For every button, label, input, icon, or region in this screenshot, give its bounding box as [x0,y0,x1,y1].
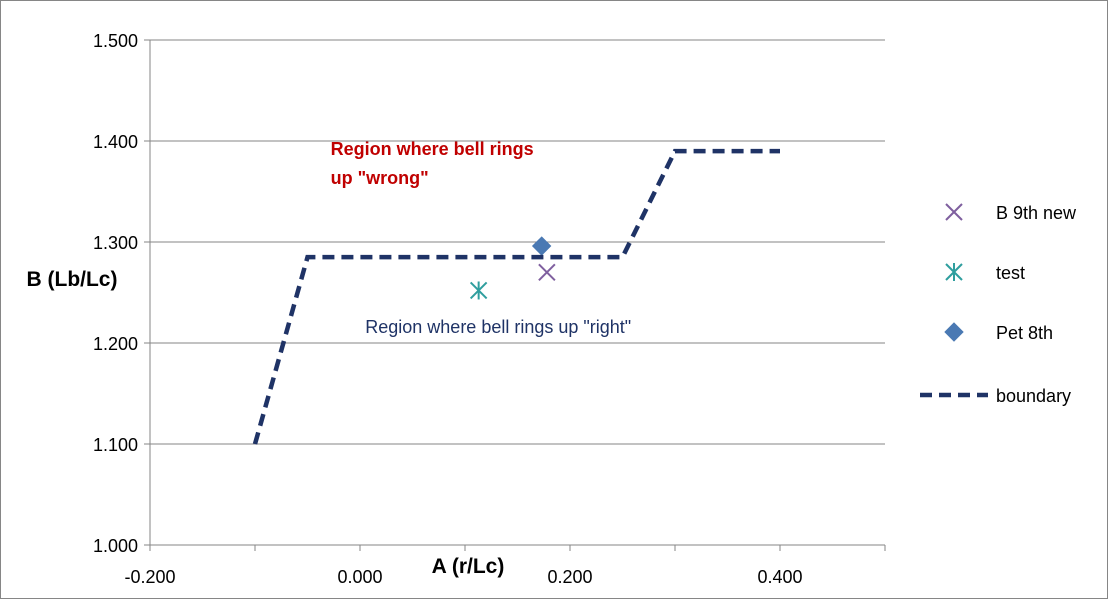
legend: B 9th new test Pet 8th boundary [920,203,1077,406]
data-point-x [538,263,556,282]
x-tick-label: -0.200 [124,567,175,587]
y-tick-label: 1.400 [93,132,138,152]
marker-stroke [945,203,963,221]
y-axis-title: B (Lb/Lc) [27,268,118,291]
legend-label: boundary [996,386,1071,406]
annotation-text: up "wrong" [331,168,429,188]
x-tick-label: 0.000 [337,567,382,587]
x-axis-title: A (r/Lc) [432,555,505,578]
marker-stroke [538,263,556,282]
annotation-text: Region where bell rings up "right" [365,317,631,337]
legend-label: test [996,263,1025,283]
plot-series [252,148,780,445]
annotations: Region where bell rings up "wrong" Region … [331,139,632,337]
x-tick-label: 0.200 [547,567,592,587]
tick-labels: 1.000 1.100 1.200 1.300 1.400 1.500 -0.200 0.00… [93,31,803,587]
axes [144,39,886,551]
legend-swatch-asterisk [945,263,963,281]
y-tick-label: 1.300 [93,233,138,253]
legend-swatch-diamond [944,322,964,342]
y-tick-label: 1.000 [93,536,138,556]
legend-label: B 9th new [996,203,1077,223]
data-point-asterisk [469,281,488,300]
legend-swatch-x [945,203,963,221]
y-tick-label: 1.500 [93,31,138,51]
y-tick-label: 1.200 [93,334,138,354]
grid-lines [150,39,885,445]
legend-label: Pet 8th [996,323,1053,343]
annotation-text: Region where bell rings [331,139,534,159]
y-tick-label: 1.100 [93,435,138,455]
x-tick-label: 0.400 [757,567,802,587]
